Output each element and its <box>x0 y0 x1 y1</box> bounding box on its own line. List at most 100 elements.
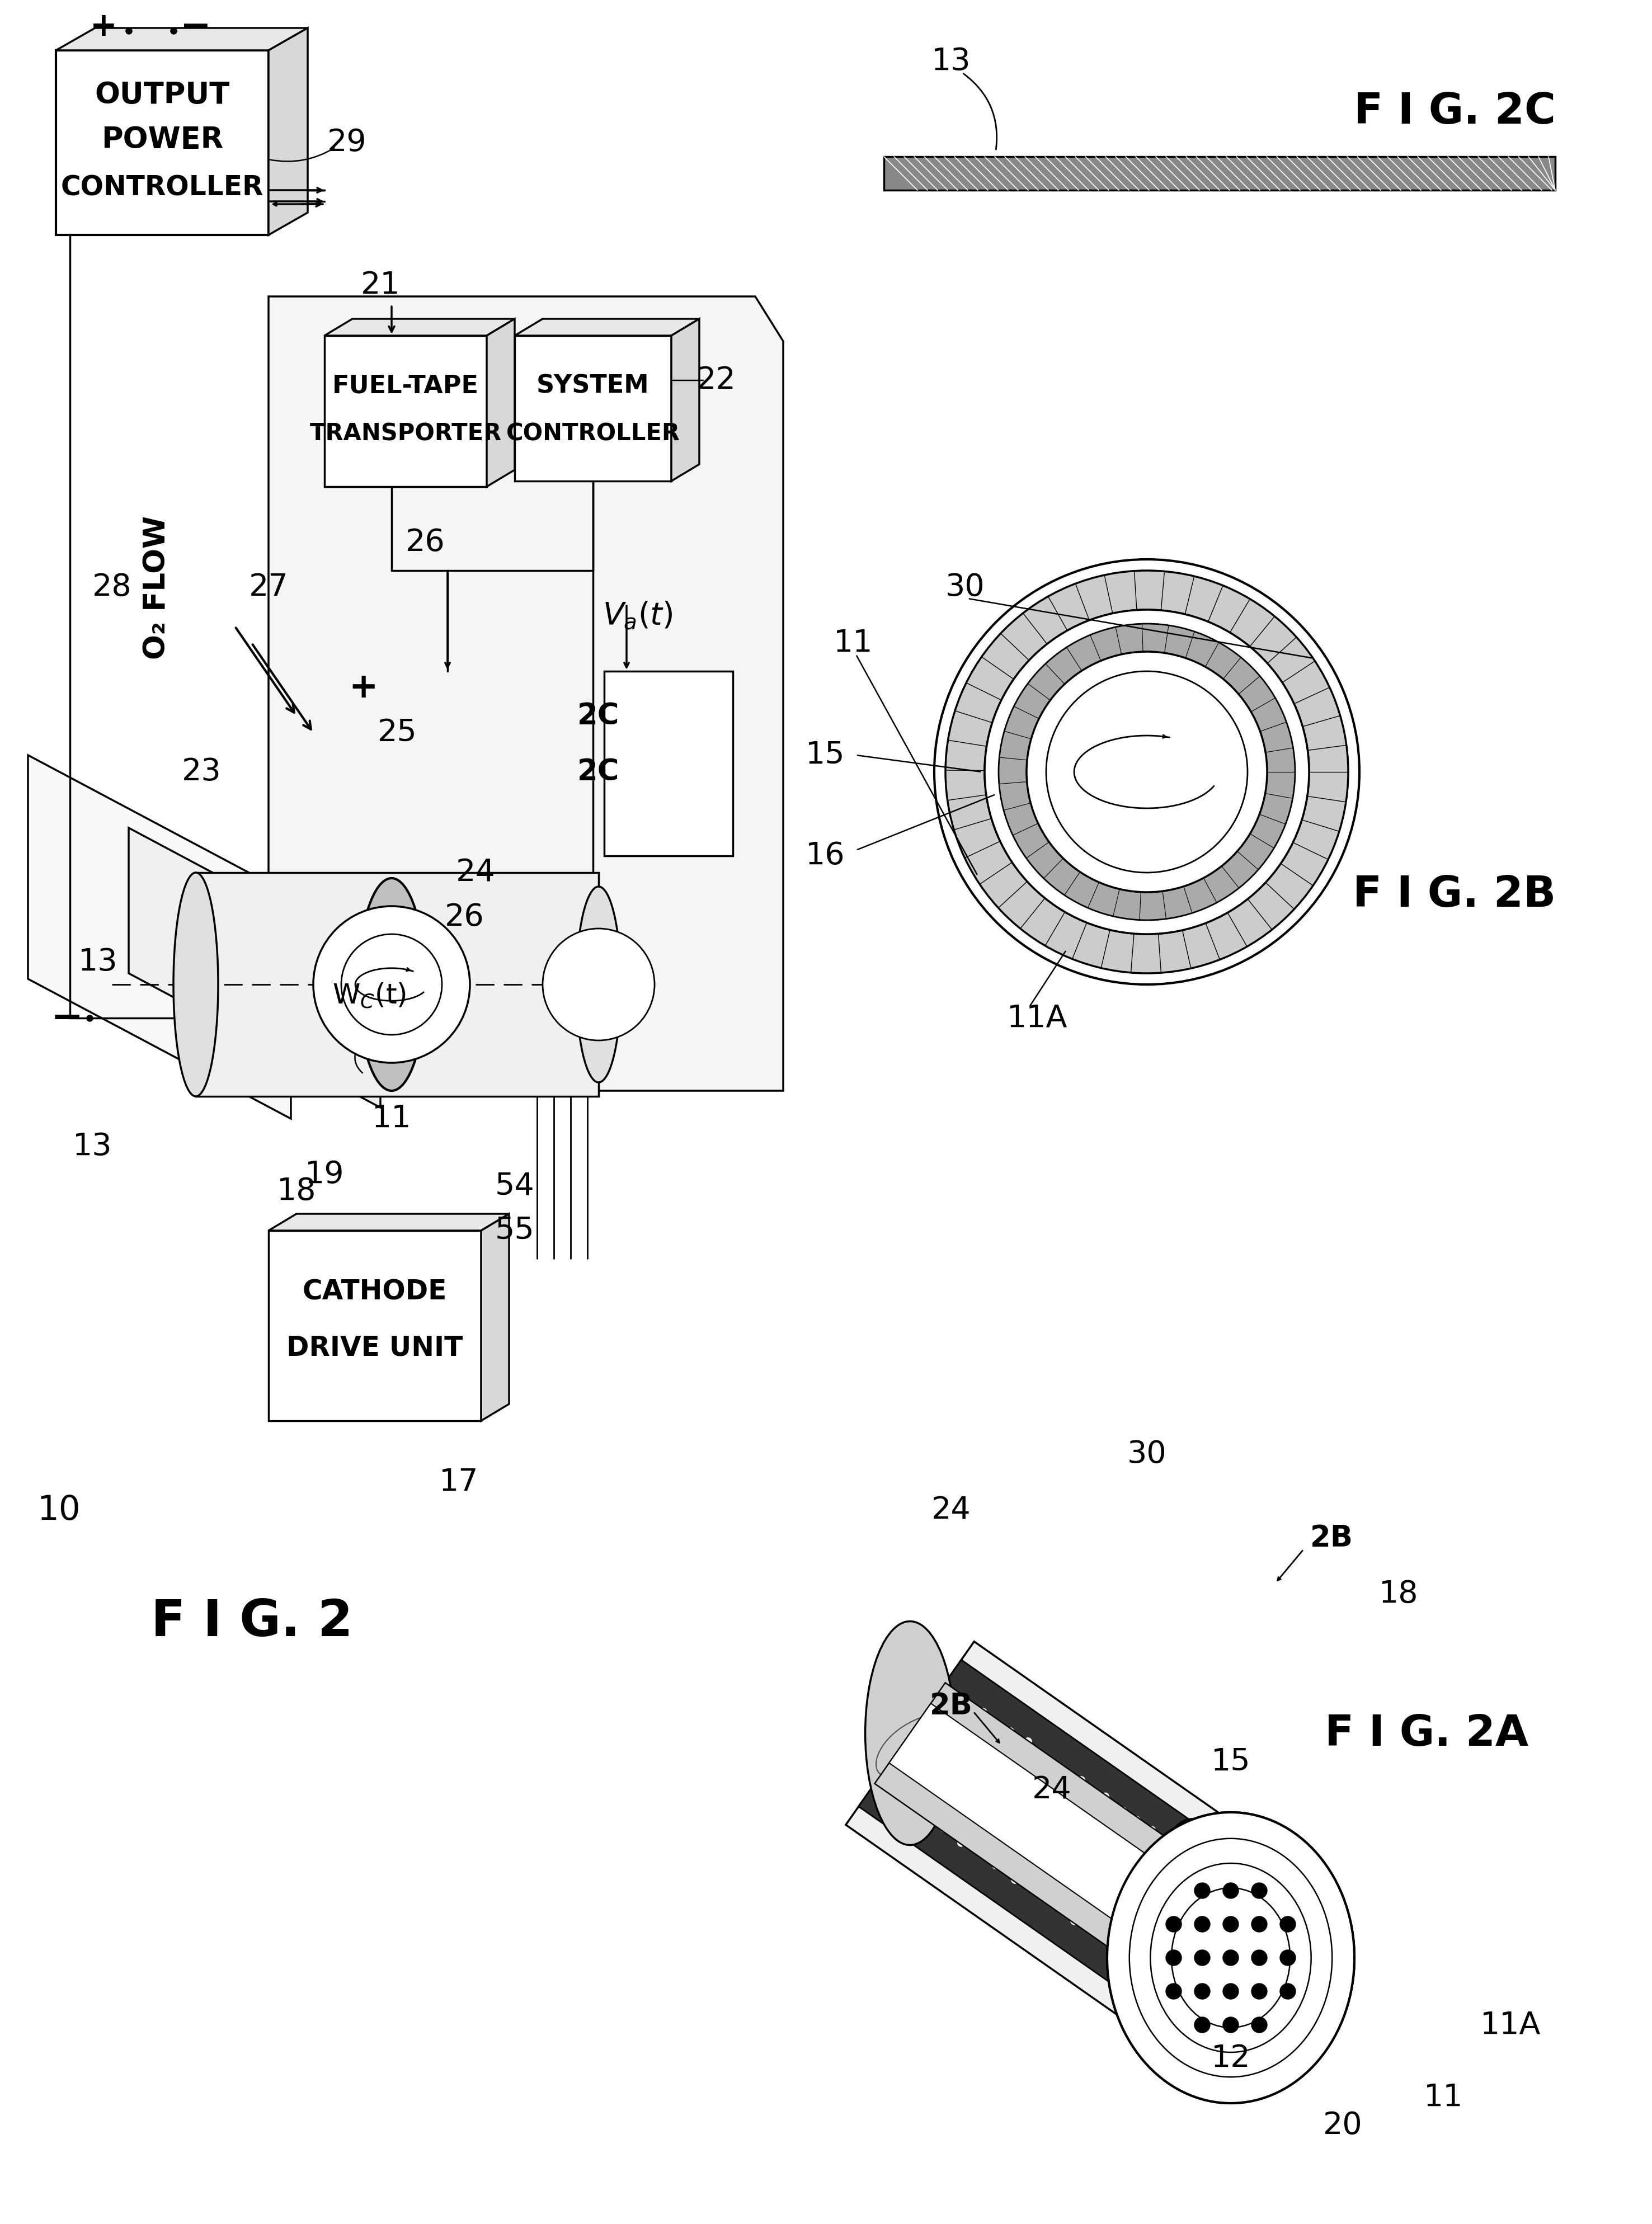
Circle shape <box>957 1755 965 1761</box>
Circle shape <box>1158 1904 1165 1910</box>
Circle shape <box>952 1766 960 1773</box>
Circle shape <box>1227 1882 1236 1890</box>
Circle shape <box>966 1737 975 1744</box>
Circle shape <box>1123 1826 1132 1833</box>
Circle shape <box>966 1721 973 1728</box>
Text: 19: 19 <box>304 1159 344 1190</box>
Circle shape <box>1204 1886 1213 1895</box>
Circle shape <box>1191 1884 1206 1899</box>
Circle shape <box>1213 1924 1219 1930</box>
Circle shape <box>1044 1841 1052 1848</box>
Text: 17: 17 <box>439 1468 479 1497</box>
Circle shape <box>1132 1848 1140 1857</box>
Circle shape <box>980 1826 986 1835</box>
Circle shape <box>1062 1810 1069 1819</box>
Circle shape <box>1145 1850 1153 1857</box>
Circle shape <box>970 1724 978 1730</box>
Text: 18: 18 <box>278 1176 316 1208</box>
Circle shape <box>1232 1902 1239 1910</box>
Circle shape <box>1206 1882 1213 1888</box>
Circle shape <box>1209 1906 1218 1913</box>
Text: 27: 27 <box>249 572 289 603</box>
Circle shape <box>970 1821 978 1828</box>
Circle shape <box>978 1761 985 1770</box>
Circle shape <box>1024 1775 1031 1781</box>
Text: 11A: 11A <box>1008 1003 1067 1034</box>
Circle shape <box>976 1719 985 1726</box>
Circle shape <box>1166 1864 1173 1873</box>
Circle shape <box>1034 1853 1041 1861</box>
Circle shape <box>1285 1986 1300 2002</box>
Circle shape <box>1222 1877 1239 1893</box>
Circle shape <box>1148 1933 1156 1939</box>
Text: TRANSPORTER: TRANSPORTER <box>309 423 502 445</box>
Circle shape <box>1004 1775 1011 1784</box>
Circle shape <box>1180 1946 1186 1955</box>
Circle shape <box>1237 1893 1246 1899</box>
Text: CONTROLLER: CONTROLLER <box>61 173 264 200</box>
Text: O₂ FLOW: O₂ FLOW <box>142 516 172 658</box>
Circle shape <box>995 1855 1003 1861</box>
Circle shape <box>1054 1893 1061 1899</box>
Circle shape <box>1132 1910 1140 1917</box>
Circle shape <box>1047 1866 1056 1875</box>
Circle shape <box>1057 1784 1066 1793</box>
Circle shape <box>1221 1906 1229 1913</box>
Circle shape <box>971 1721 980 1728</box>
Circle shape <box>1222 1984 1239 1999</box>
Circle shape <box>1254 1877 1269 1893</box>
Circle shape <box>1287 1950 1303 1966</box>
Circle shape <box>1158 1950 1175 1966</box>
Circle shape <box>975 1775 983 1781</box>
Circle shape <box>993 1861 999 1870</box>
Circle shape <box>1026 652 1267 892</box>
Circle shape <box>1069 1779 1077 1786</box>
Circle shape <box>1014 1846 1021 1853</box>
Circle shape <box>988 1746 996 1753</box>
Circle shape <box>1066 1786 1074 1793</box>
Circle shape <box>1112 1928 1120 1937</box>
Circle shape <box>1080 1835 1089 1844</box>
Text: 11: 11 <box>834 627 872 658</box>
Circle shape <box>1168 1915 1175 1924</box>
Circle shape <box>1089 1850 1097 1859</box>
Circle shape <box>1148 1826 1155 1835</box>
Circle shape <box>1041 1817 1049 1826</box>
Circle shape <box>1183 1955 1191 1964</box>
Circle shape <box>973 1757 980 1766</box>
Circle shape <box>1014 1864 1023 1873</box>
Circle shape <box>1222 1875 1239 1890</box>
Circle shape <box>1252 1950 1267 1966</box>
Circle shape <box>1184 1853 1193 1859</box>
Circle shape <box>1016 1737 1024 1746</box>
Text: F I G. 2A: F I G. 2A <box>1325 1712 1528 1755</box>
Circle shape <box>1029 1759 1037 1768</box>
Circle shape <box>1160 1870 1168 1879</box>
Circle shape <box>1193 1877 1208 1893</box>
Circle shape <box>1113 1946 1122 1953</box>
Text: W$_C$(t): W$_C$(t) <box>332 981 406 1010</box>
Circle shape <box>940 1770 948 1779</box>
Circle shape <box>995 1790 1003 1799</box>
Circle shape <box>933 1795 940 1804</box>
Circle shape <box>1206 1944 1213 1950</box>
Text: FUEL-TAPE: FUEL-TAPE <box>332 374 479 398</box>
Circle shape <box>1252 2017 1267 2033</box>
Circle shape <box>1158 1957 1166 1966</box>
Circle shape <box>1113 1888 1120 1897</box>
Circle shape <box>1138 1879 1146 1886</box>
Circle shape <box>1194 1875 1203 1882</box>
Text: −: − <box>51 999 83 1036</box>
Circle shape <box>999 1728 1008 1735</box>
Circle shape <box>1213 1879 1221 1888</box>
Circle shape <box>1127 1815 1135 1821</box>
Circle shape <box>1170 1955 1176 1964</box>
Circle shape <box>314 905 469 1063</box>
Circle shape <box>947 1795 953 1801</box>
Circle shape <box>1222 2017 1239 2033</box>
Circle shape <box>1013 1786 1021 1795</box>
Circle shape <box>1041 1775 1049 1781</box>
Circle shape <box>1170 1984 1178 1990</box>
Circle shape <box>1108 1866 1117 1873</box>
Circle shape <box>1079 1799 1085 1806</box>
